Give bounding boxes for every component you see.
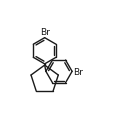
Text: Br: Br — [74, 67, 83, 76]
Text: Br: Br — [40, 28, 50, 37]
